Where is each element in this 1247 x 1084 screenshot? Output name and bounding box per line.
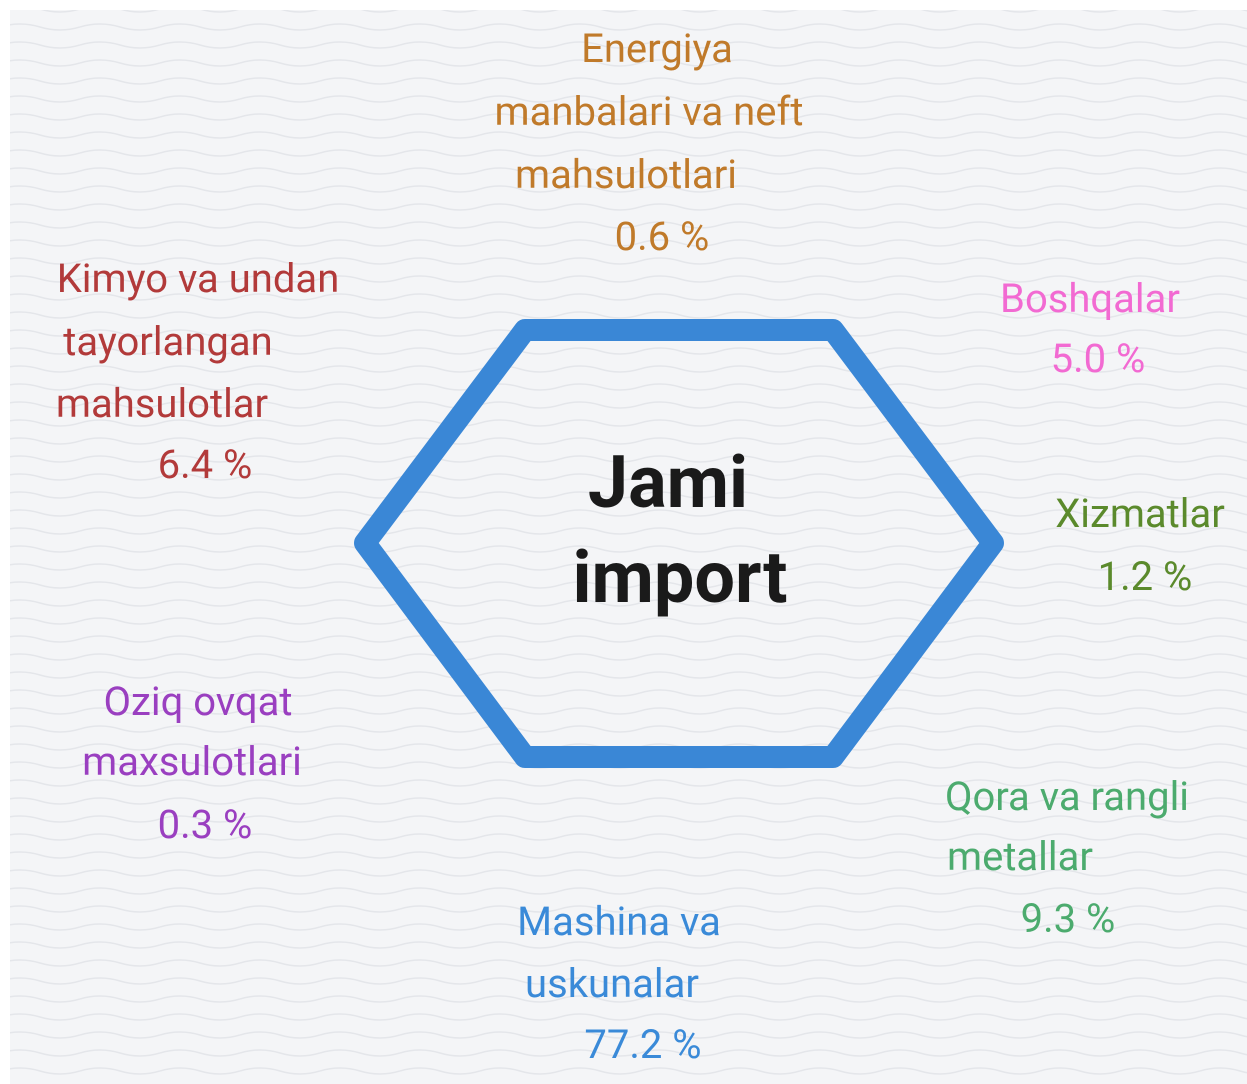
item-label: mahsulotlari xyxy=(515,151,737,198)
item-value: 1.2 % xyxy=(1098,553,1193,600)
item-label: Kimyo va undan xyxy=(57,255,340,302)
item-label: mahsulotlar xyxy=(56,380,268,427)
item-label: Mashina va xyxy=(517,898,721,945)
item-label: Boshqalar xyxy=(1000,275,1180,322)
item-value: 0.3 % xyxy=(158,801,253,848)
item-value: 9.3 % xyxy=(1021,895,1116,942)
item-label: manbalari va neft xyxy=(495,88,804,135)
item-label: metallar xyxy=(947,833,1093,880)
item-label: uskunalar xyxy=(525,960,699,1007)
item-value: 77.2 % xyxy=(584,1021,701,1068)
background-pattern xyxy=(10,10,1247,1084)
item-label: Oziq ovqat xyxy=(104,678,293,725)
center-title: import xyxy=(572,535,787,620)
item-label: Energiya xyxy=(581,25,733,72)
item-label: maxsulotlari xyxy=(82,738,302,785)
item-value: 5.0 % xyxy=(1051,335,1146,382)
item-label: tayorlangan xyxy=(63,318,272,365)
item-value: 0.6 % xyxy=(615,213,710,260)
item-label: Xizmatlar xyxy=(1055,490,1225,537)
item-value: 6.4 % xyxy=(158,441,253,488)
hexagon xyxy=(354,319,1004,768)
center-title: Jami xyxy=(588,440,748,525)
item-label: Qora va rangli xyxy=(945,773,1189,820)
